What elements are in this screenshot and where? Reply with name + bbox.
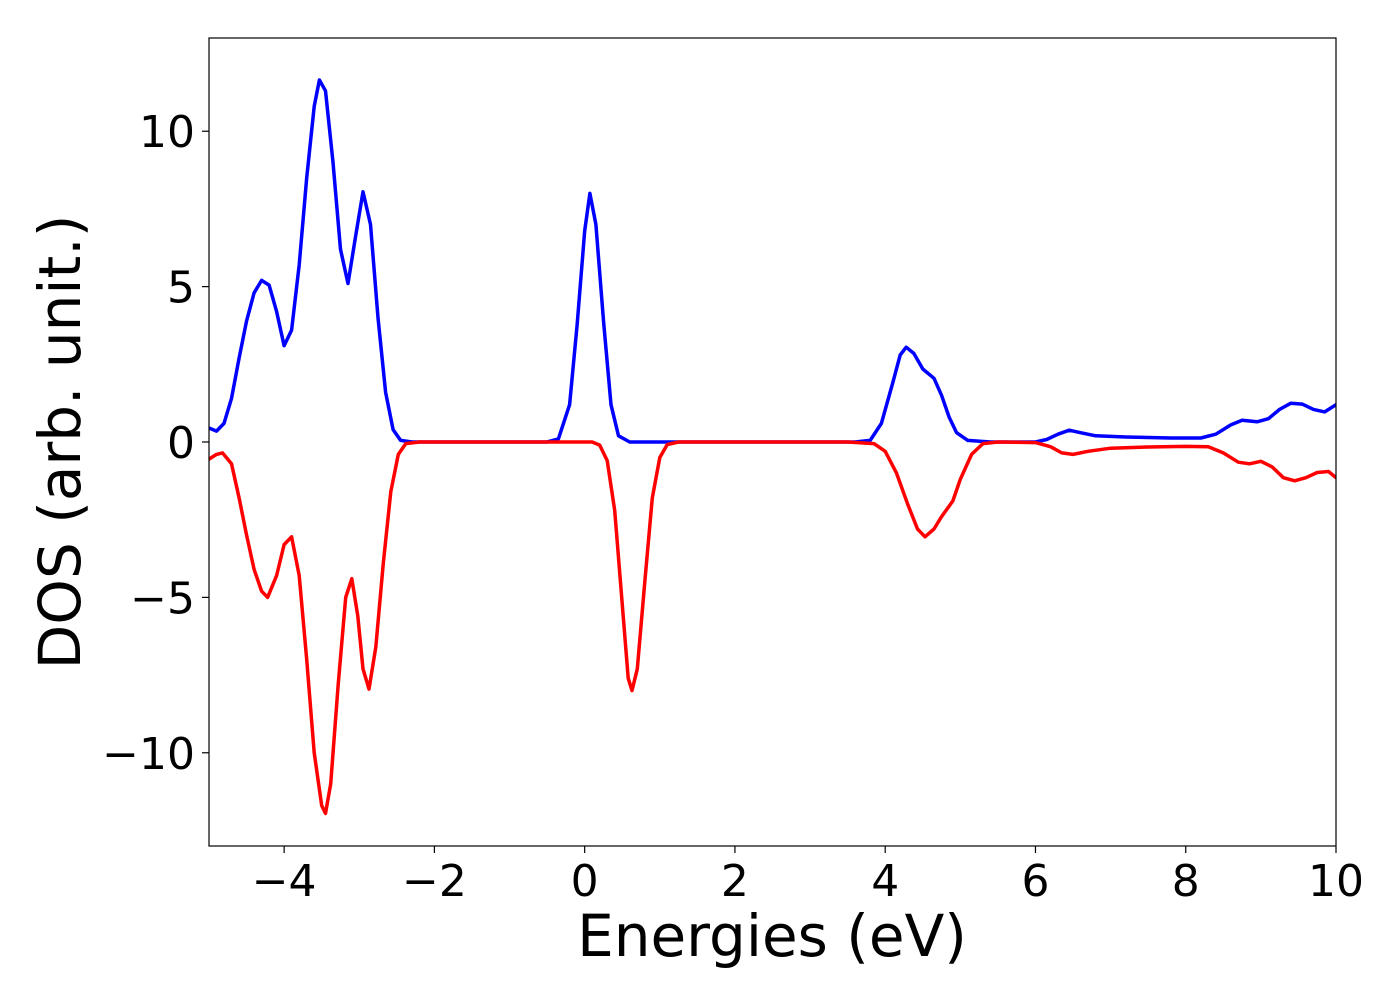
dos-series-positive-line (209, 78, 1336, 444)
y-tick-label: −5 (130, 573, 195, 624)
y-axis-ticks: −10 −5 0 5 10 (102, 107, 209, 780)
x-tick-label: 4 (871, 856, 899, 907)
x-tick-label: −4 (252, 856, 317, 907)
x-tick-label: 0 (571, 856, 599, 907)
y-axis-label: DOS (arb. unit.) (26, 215, 94, 670)
y-tick-label: −10 (102, 729, 195, 780)
y-tick-label: 5 (167, 263, 195, 314)
y-tick-label: 10 (139, 107, 195, 158)
x-tick-label: 8 (1172, 856, 1200, 907)
x-tick-label: −2 (402, 856, 467, 907)
x-tick-label: 6 (1021, 856, 1049, 907)
x-axis-label: Energies (eV) (577, 902, 967, 970)
x-tick-label: 2 (721, 856, 749, 907)
x-tick-label: 10 (1308, 856, 1364, 907)
y-tick-label: 0 (167, 418, 195, 469)
x-axis-ticks: −4 −2 0 2 4 6 8 10 (252, 846, 1364, 907)
dos-series-negative-line (209, 440, 1336, 816)
series-layer (209, 78, 1336, 816)
